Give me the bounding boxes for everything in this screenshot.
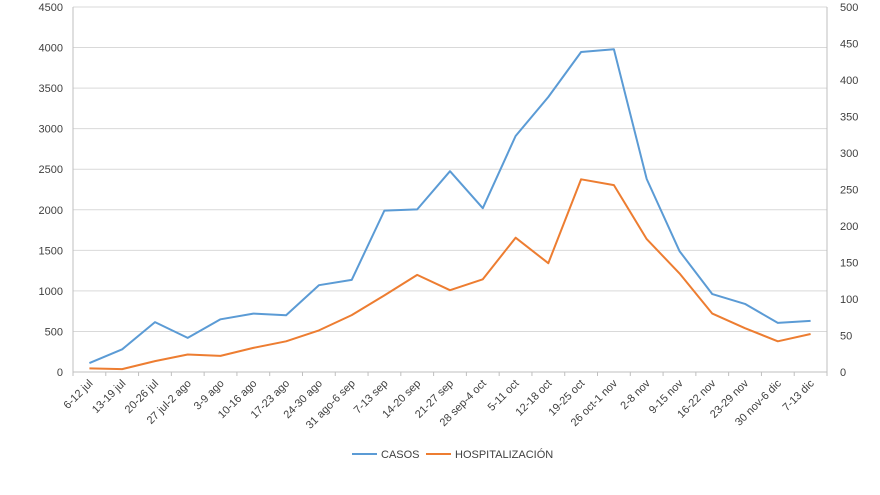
y-right-tick-label: 250 xyxy=(840,185,858,197)
y-left-tick-label: 3000 xyxy=(39,124,63,136)
y-left-tick-label: 1000 xyxy=(39,286,63,298)
legend: CASOS HOSPITALIZACIÓN xyxy=(352,448,553,461)
y-left-tick-label: 1500 xyxy=(39,245,63,257)
y-right-tick-label: 500 xyxy=(840,2,858,14)
legend-label-hospitalizacion: HOSPITALIZACIÓN xyxy=(455,448,553,461)
y-right-tick-label: 200 xyxy=(840,221,858,233)
y-axis-left: 0 500 1000 1500 2000 2500 3000 3500 4000 4500 xyxy=(39,2,63,379)
y-right-tick-label: 50 xyxy=(840,331,852,343)
series-lines xyxy=(89,48,811,371)
y-left-tick-label: 4000 xyxy=(39,43,63,55)
series-line-hospitalizacion xyxy=(89,178,811,371)
y-right-tick-label: 150 xyxy=(840,258,858,270)
y-left-tick-label: 2500 xyxy=(39,164,63,176)
y-left-tick-label: 500 xyxy=(45,326,63,338)
series-line-casos xyxy=(89,48,811,365)
y-left-tick-label: 4500 xyxy=(39,2,63,14)
gridlines xyxy=(73,6,827,373)
legend-label-casos: CASOS xyxy=(381,449,420,461)
y-left-tick-label: 2000 xyxy=(39,205,63,217)
y-right-tick-label: 0 xyxy=(840,367,846,379)
y-right-tick-label: 100 xyxy=(840,294,858,306)
y-right-tick-label: 300 xyxy=(840,148,858,160)
x-tick-label: 13-19 jul xyxy=(90,378,128,416)
y-left-tick-label: 0 xyxy=(57,367,63,379)
y-left-tick-label: 3500 xyxy=(39,83,63,95)
x-tick-label: 7-13 dic xyxy=(781,377,818,414)
y-right-tick-label: 400 xyxy=(840,75,858,87)
y-axis-right: 0 50 100 150 200 250 300 350 400 450 500 xyxy=(840,2,858,379)
y-right-tick-label: 450 xyxy=(840,39,858,51)
y-right-tick-label: 350 xyxy=(840,112,858,124)
